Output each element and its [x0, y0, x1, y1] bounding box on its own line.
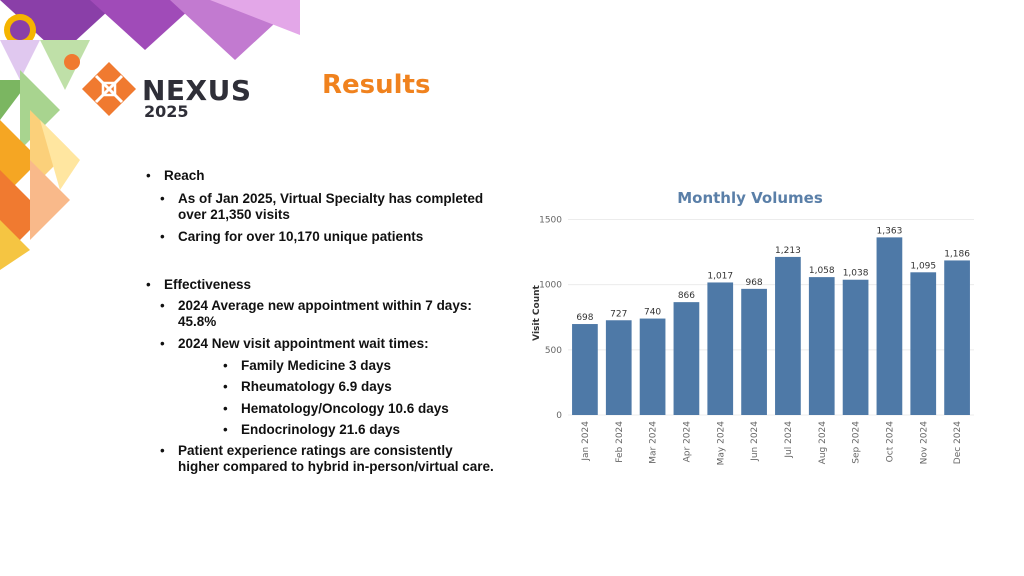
- bar-value-label: 866: [678, 291, 695, 301]
- bar-value-label: 698: [576, 313, 593, 323]
- bar: [707, 282, 734, 415]
- x-tick-label: Oct 2024: [885, 421, 895, 463]
- bullet-text: Family Medicine 3 days: [241, 358, 392, 373]
- x-tick-label: Jan 2024: [581, 421, 591, 462]
- bar-value-label: 968: [745, 278, 762, 288]
- bar-value-label: 1,038: [843, 269, 869, 279]
- bar: [639, 318, 666, 415]
- monthly-volumes-chart: Monthly Volumes Visit Count 0 500 1000 1500…: [528, 183, 978, 473]
- bullet-text: Effectiveness: [164, 277, 252, 292]
- slide-title: Results: [322, 70, 431, 100]
- bullet-wait-rheumatology: • Rheumatology 6.9 days: [223, 379, 392, 394]
- nexus-logo-icon: [82, 62, 136, 116]
- decorative-pattern: [0, 0, 300, 270]
- y-axis-label: Visit Count: [532, 284, 542, 340]
- bullet-text: Reach: [164, 168, 205, 183]
- bullet-wait-hematology: • Hematology/Oncology 10.6 days: [223, 401, 449, 416]
- bar-value-label: 1,095: [910, 261, 936, 271]
- bar-value-label: 1,186: [944, 249, 970, 259]
- bullet-wait-endocrinology: • Endocrinology 21.6 days: [223, 422, 401, 437]
- bullet-reach: • Reach: [146, 168, 205, 183]
- bar: [741, 288, 767, 415]
- bullet-eff-patient-experience-cont: higher compared to hybrid in-person/virt…: [178, 459, 494, 475]
- chart-title: Monthly Volumes: [677, 189, 823, 207]
- x-tick-label: Aug 2024: [818, 421, 828, 465]
- x-tick-label: May 2024: [716, 421, 726, 466]
- bullet-text: higher compared to hybrid in-person/virt…: [178, 459, 494, 474]
- bullet-eff-average-cont: 45.8%: [178, 314, 216, 330]
- bar-value-label: 1,213: [775, 246, 801, 256]
- bar-value-label: 1,017: [707, 271, 733, 281]
- x-tick-label: Mar 2024: [649, 421, 659, 464]
- bullet-wait-family-medicine: • Family Medicine 3 days: [223, 358, 392, 373]
- y-tick-label: 0: [556, 411, 562, 421]
- bar: [605, 320, 632, 415]
- bullet-eff-wait-times: • 2024 New visit appointment wait times:: [160, 336, 429, 351]
- bullet-text: Rheumatology 6.9 days: [241, 379, 392, 394]
- bullet-reach-patients: • Caring for over 10,170 unique patients: [160, 229, 424, 244]
- bar-value-label: 727: [610, 309, 627, 319]
- x-tick-label: Jul 2024: [784, 421, 794, 459]
- bar: [842, 279, 869, 415]
- brand-year: 2025: [144, 102, 189, 121]
- x-tick-label: Nov 2024: [919, 421, 929, 465]
- bullet-text: over 21,350 visits: [178, 207, 290, 222]
- bar: [944, 260, 970, 415]
- x-tick-label: Sep 2024: [852, 421, 862, 464]
- bullet-eff-patient-experience: • Patient experience ratings are consiste…: [160, 443, 453, 458]
- bullet-text: Endocrinology 21.6 days: [241, 422, 401, 437]
- y-tick-label: 500: [545, 346, 562, 356]
- bullet-text: Patient experience ratings are consisten…: [178, 443, 453, 458]
- bar-value-label: 1,363: [877, 226, 903, 236]
- x-tick-label: Feb 2024: [615, 421, 625, 463]
- x-tick-label: Apr 2024: [682, 421, 692, 463]
- chart-svg: Monthly Volumes Visit Count 0 500 1000 1500…: [532, 189, 974, 466]
- bullet-text: 45.8%: [178, 314, 217, 329]
- bullet-reach-visits: • As of Jan 2025, Virtual Specialty has c…: [160, 191, 484, 206]
- bar: [876, 237, 903, 415]
- y-tick-label: 1000: [539, 281, 562, 291]
- bar-value-label: 1,058: [809, 266, 835, 276]
- bullet-text: Caring for over 10,170 unique patients: [178, 229, 424, 244]
- bullet-text: As of Jan 2025, Virtual Specialty has co…: [178, 191, 484, 206]
- bar-value-label: 740: [644, 308, 661, 318]
- bar: [910, 272, 937, 415]
- bar: [572, 324, 598, 415]
- bullet-text: 2024 New visit appointment wait times:: [178, 336, 429, 351]
- bullet-effectiveness: • Effectiveness: [146, 277, 252, 292]
- bullet-text: Hematology/Oncology 10.6 days: [241, 401, 449, 416]
- x-tick-label: Jun 2024: [750, 421, 760, 462]
- bullet-eff-average: • 2024 Average new appointment within 7 d…: [160, 298, 472, 313]
- bullet-reach-visits-cont: over 21,350 visits: [178, 207, 290, 223]
- y-tick-label: 1500: [539, 216, 562, 226]
- bar: [775, 256, 801, 415]
- x-tick-label: Dec 2024: [953, 421, 963, 464]
- bullet-text: 2024 Average new appointment within 7 da…: [178, 298, 472, 313]
- bar: [808, 277, 835, 415]
- brand-name: NEXUS: [142, 74, 252, 107]
- bar: [673, 302, 700, 415]
